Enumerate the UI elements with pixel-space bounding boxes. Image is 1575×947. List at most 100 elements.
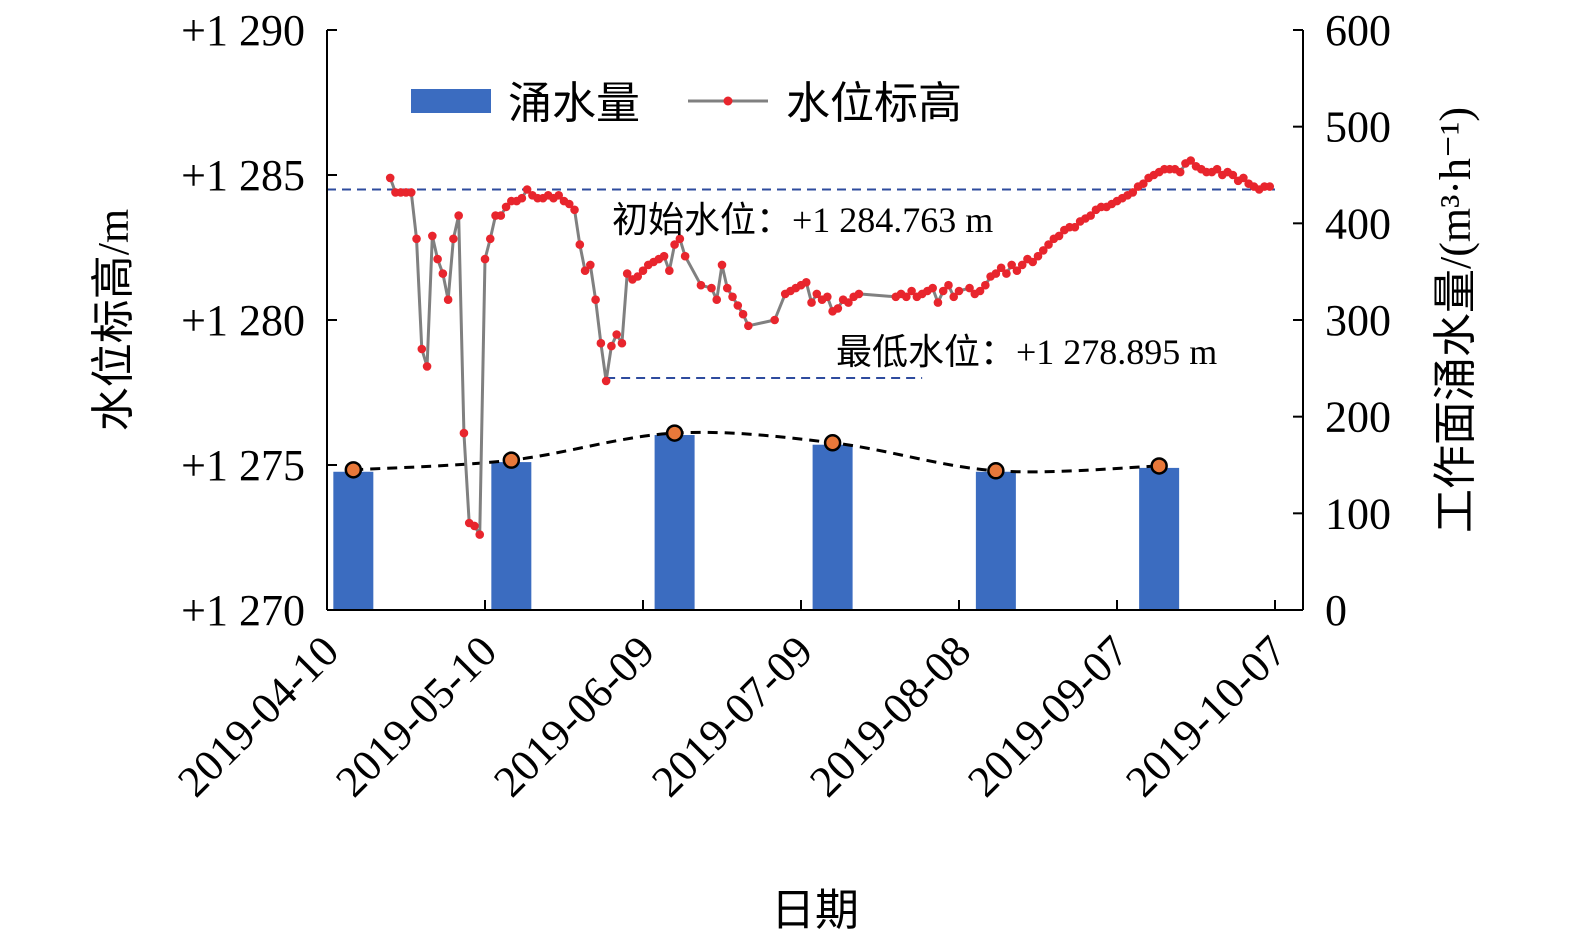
water-level-point-61 — [722, 283, 732, 293]
y-right-tick-label-5: 500 — [1325, 103, 1391, 152]
y-right-tick-label-3: 300 — [1325, 296, 1391, 345]
y-left-tick-label-3: +1 285 — [181, 151, 305, 200]
x-tick-label-6: 2019-10-07 — [1116, 626, 1296, 806]
water-level-series — [385, 156, 1275, 539]
water-level-point-5 — [412, 234, 421, 244]
water-level-point-66 — [770, 315, 779, 325]
water-level-point-6 — [417, 344, 427, 354]
y-right-axis-title: 工作面涌水量/(m³·h⁻¹) — [1431, 107, 1480, 533]
water-level-point-12 — [449, 234, 458, 244]
inflow-trend-point-1 — [502, 451, 521, 469]
water-level-point-48 — [638, 266, 648, 276]
inflow-trend-point-2 — [665, 424, 684, 442]
water-level-point-56 — [680, 251, 690, 261]
water-level-point-14 — [459, 428, 469, 438]
y-right-tick-label-4: 400 — [1325, 199, 1391, 248]
water-level-point-4 — [406, 188, 416, 197]
inflow-trend-curve — [353, 430, 1160, 474]
water-level-point-145 — [1228, 170, 1238, 180]
water-level-point-126 — [1128, 188, 1138, 197]
bar-2 — [654, 435, 695, 610]
water-level-point-73 — [812, 289, 822, 299]
y-left-ticks: +1 270 +1 275 +1 280 +1 285 +1 290 — [181, 6, 337, 635]
water-level-point-37 — [580, 266, 590, 276]
water-level-point-102 — [1002, 269, 1011, 278]
x-tick-label-1: 2019-05-10 — [326, 626, 506, 806]
water-level-point-110 — [1044, 240, 1053, 249]
water-level-point-135 — [1175, 167, 1185, 177]
water-level-point-75 — [823, 292, 832, 302]
water-level-point-21 — [496, 211, 506, 220]
water-level-point-7 — [422, 362, 432, 371]
water-level-point-22 — [501, 202, 511, 212]
water-level-point-63 — [733, 301, 743, 310]
y-left-tick-label-1: +1 275 — [181, 441, 305, 490]
water-level-point-47 — [633, 272, 643, 281]
bar-0 — [333, 471, 374, 610]
water-level-point-41 — [601, 376, 611, 386]
water-level-point-93 — [949, 292, 959, 302]
inflow-trend-point-0 — [344, 461, 363, 479]
water-level-point-152 — [1265, 182, 1275, 191]
water-level-point-10 — [438, 269, 448, 278]
water-level-point-81 — [854, 289, 864, 299]
legend-bar-swatch — [411, 89, 491, 113]
legend-line-marker — [723, 96, 733, 106]
water-level-point-95 — [965, 283, 974, 293]
reference-lines — [327, 188, 1275, 379]
water-level-point-55 — [675, 234, 685, 244]
legend-line-label: 水位标高 — [786, 79, 962, 128]
water-level-point-17 — [475, 530, 485, 539]
water-level-point-65 — [744, 321, 753, 331]
x-tick-label-0: 2019-04-10 — [168, 626, 348, 806]
water-level-point-89 — [928, 283, 937, 293]
water-level-point-108 — [1033, 251, 1043, 261]
inflow-trend-point-5 — [1150, 457, 1168, 475]
water-level-point-13 — [454, 211, 463, 220]
water-level-point-77 — [833, 304, 843, 313]
water-level-point-112 — [1054, 231, 1064, 241]
water-level-point-57 — [696, 280, 706, 290]
water-level-point-137 — [1186, 156, 1196, 165]
water-level-point-105 — [1017, 260, 1027, 270]
inflow-trend-point-4 — [987, 462, 1005, 480]
water-level-point-91 — [938, 286, 948, 296]
y-left-tick-label-0: +1 270 — [181, 586, 305, 635]
water-level-point-64 — [738, 309, 748, 319]
water-level-point-97 — [975, 286, 985, 296]
water-level-point-60 — [717, 260, 727, 270]
water-level-point-62 — [728, 292, 737, 302]
x-axis-title: 日期 — [771, 886, 859, 935]
x-tick-label-5: 2019-09-07 — [958, 626, 1138, 806]
water-level-point-90 — [933, 298, 943, 307]
y-right-tick-label-0: 0 — [1325, 586, 1347, 635]
water-level-point-59 — [712, 295, 722, 305]
y-left-tick-label-2: +1 280 — [181, 296, 305, 345]
water-level-point-107 — [1028, 257, 1038, 267]
water-level-point-32 — [554, 191, 564, 200]
water-level-point-103 — [1007, 260, 1016, 270]
water-level-point-25 — [517, 193, 527, 203]
water-level-point-16 — [470, 521, 479, 531]
legend: 涌水量 水位标高 — [411, 79, 962, 128]
water-level-point-84 — [902, 292, 911, 302]
y-left-tick-label-4: +1 290 — [181, 6, 305, 55]
y-right-ticks: 0 100 200 300 400 500 600 — [1293, 6, 1391, 635]
water-level-point-101 — [996, 263, 1006, 273]
water-level-point-85 — [907, 286, 916, 296]
water-level-point-45 — [622, 269, 632, 278]
water-level-point-147 — [1239, 173, 1248, 183]
water-level-point-94 — [954, 286, 964, 296]
water-level-point-104 — [1012, 266, 1022, 276]
trend-layer — [344, 424, 1168, 480]
water-level-point-58 — [707, 283, 716, 293]
legend-bar-label: 涌水量 — [508, 79, 640, 128]
water-level-point-115 — [1070, 222, 1080, 232]
water-level-point-128 — [1139, 179, 1148, 188]
x-tick-label-2: 2019-06-09 — [484, 626, 664, 806]
bars-layer — [333, 435, 1180, 610]
bar-4 — [975, 471, 1016, 610]
y-right-tick-label-6: 600 — [1325, 6, 1391, 55]
bar-5 — [1139, 467, 1180, 610]
